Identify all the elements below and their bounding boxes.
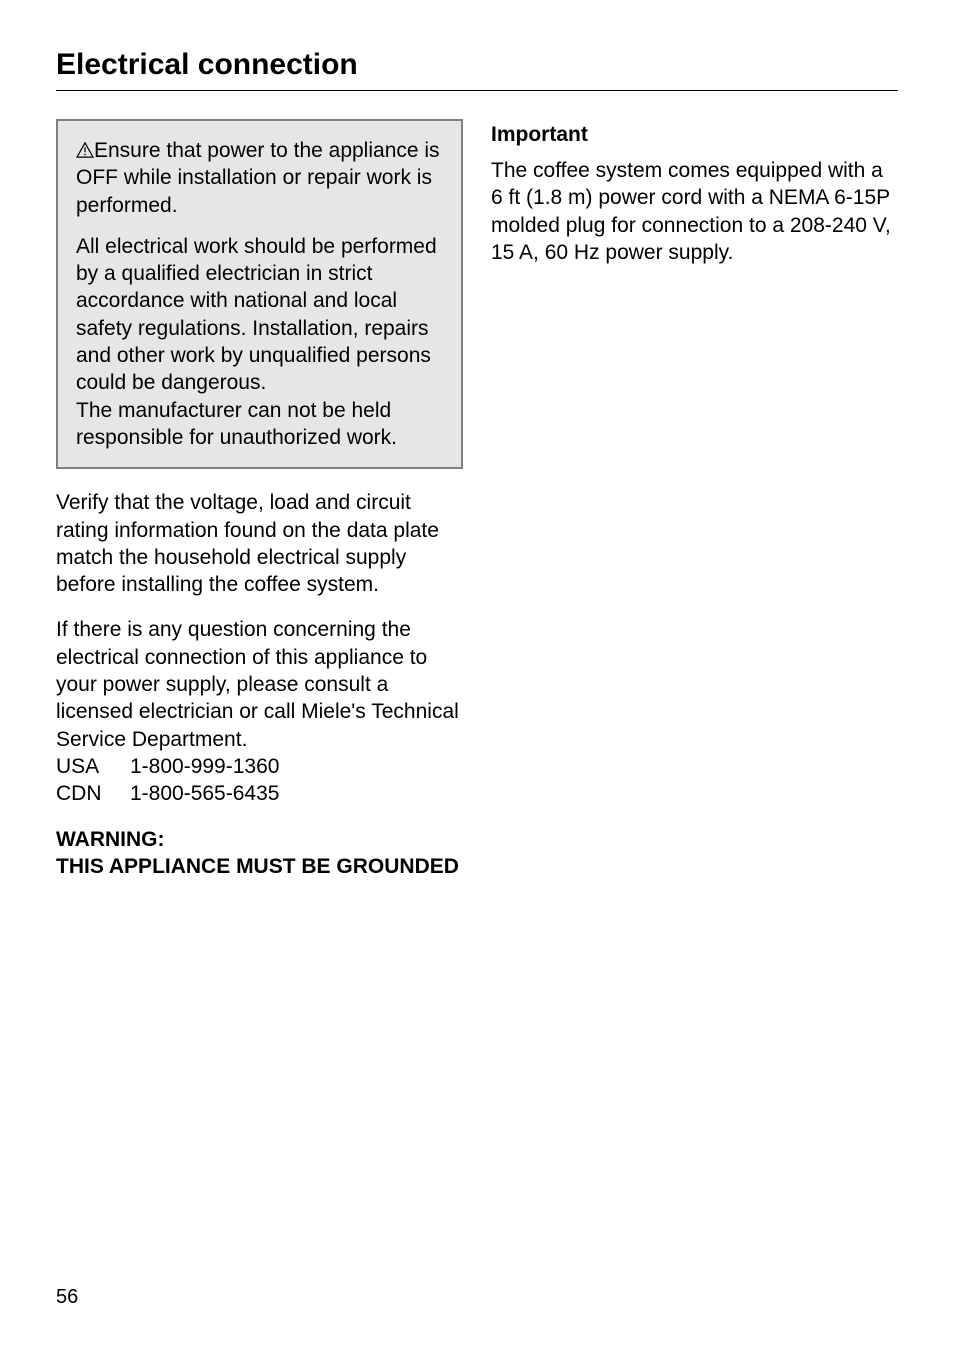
page-number: 56 — [56, 1286, 78, 1309]
callout-p3-text: The manufacturer can not be held respons… — [76, 399, 397, 449]
page-title: Electrical connection — [56, 48, 898, 82]
two-column-layout: Ensure that power to the appliance is OF… — [56, 119, 898, 880]
question-paragraph: If there is any question concerning the … — [56, 616, 463, 752]
important-heading: Important — [491, 123, 898, 147]
page-container: Electrical connection Ensure that power … — [0, 0, 954, 1349]
title-rule — [56, 90, 898, 91]
important-body: The coffee system comes equipped with a … — [491, 157, 898, 266]
contact-row-usa: USA 1-800-999-1360 — [56, 753, 463, 780]
left-column: Ensure that power to the appliance is OF… — [56, 119, 463, 880]
warning-body: THIS APPLIANCE MUST BE GROUNDED — [56, 853, 463, 880]
contact-value-cdn: 1-800-565-6435 — [130, 780, 279, 807]
callout-paragraph-1: Ensure that power to the appliance is OF… — [76, 137, 443, 219]
warning-heading: WARNING: — [56, 826, 463, 853]
contact-value-usa: 1-800-999-1360 — [130, 753, 279, 780]
contact-label-usa: USA — [56, 753, 110, 780]
safety-callout: Ensure that power to the appliance is OF… — [56, 119, 463, 469]
warning-triangle-icon — [76, 137, 94, 164]
contact-label-cdn: CDN — [56, 780, 110, 807]
verify-paragraph: Verify that the voltage, load and circui… — [56, 489, 463, 598]
contact-row-cdn: CDN 1-800-565-6435 — [56, 780, 463, 807]
callout-p1-text: Ensure that power to the appliance is OF… — [76, 139, 440, 217]
callout-paragraph-2: All electrical work should be performed … — [76, 233, 443, 451]
callout-p2-text: All electrical work should be performed … — [76, 235, 437, 394]
right-column: Important The coffee system comes equipp… — [491, 119, 898, 880]
question-block: If there is any question concerning the … — [56, 616, 463, 807]
contact-list: USA 1-800-999-1360 CDN 1-800-565-6435 — [56, 753, 463, 808]
